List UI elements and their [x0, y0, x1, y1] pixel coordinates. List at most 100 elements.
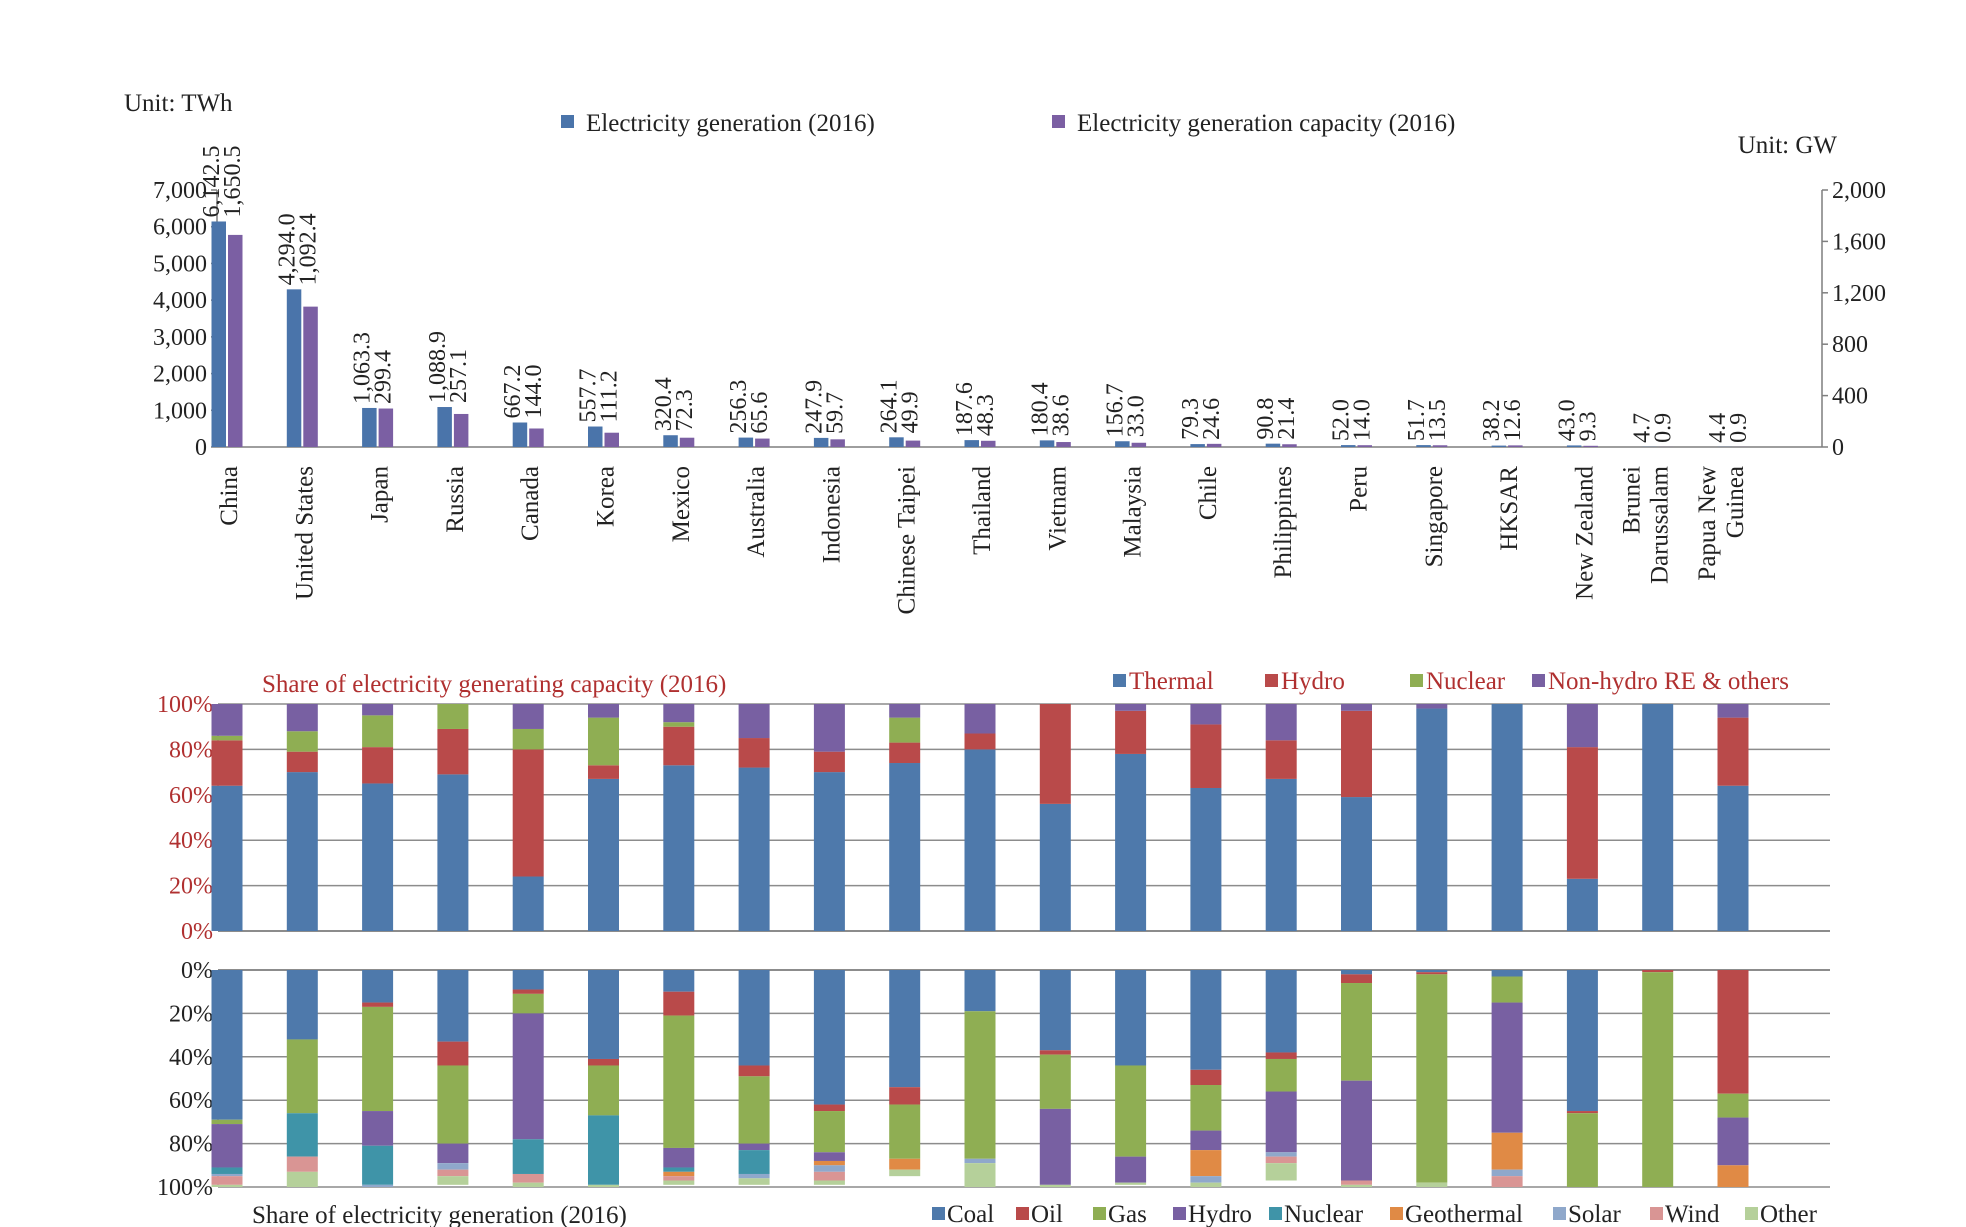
generation-data-label: 43.0 — [1554, 399, 1580, 441]
capacity-bar — [303, 306, 318, 447]
generation-share-segment — [1717, 970, 1749, 1094]
generation-bar — [286, 289, 302, 447]
generation-share-segment — [1416, 970, 1448, 973]
category-label: Canada — [517, 466, 544, 541]
generation-share-segment — [362, 1111, 394, 1146]
category-label: Philippines — [1270, 466, 1297, 579]
bottom-legend-label: Hydro — [1188, 1201, 1252, 1227]
generation-data-label: 557.7 — [576, 369, 602, 423]
generation-bar — [362, 407, 377, 447]
bottom-legend-swatch — [932, 1207, 945, 1220]
capacity-share-segment — [1265, 778, 1297, 931]
generation-share-segment — [1416, 1182, 1448, 1187]
generation-share-segment — [1190, 1085, 1222, 1131]
generation-share-segment — [512, 1139, 544, 1174]
generation-share-segment — [1642, 970, 1674, 973]
left-axis-tick-label: 4,000 — [153, 288, 207, 314]
generation-share-segment — [588, 1184, 619, 1187]
bottom-axis-tick-label: 0% — [181, 958, 213, 984]
generation-share-segment — [1265, 1163, 1297, 1181]
capacity-share-segment — [512, 704, 544, 729]
capacity-data-label: 59.7 — [822, 392, 848, 434]
capacity-bar — [453, 413, 469, 447]
capacity-share-segment — [1717, 717, 1749, 786]
generation-bar — [437, 407, 452, 447]
capacity-share-segment — [512, 749, 544, 877]
generation-share-segment — [1039, 1184, 1071, 1187]
generation-data-label: 6,142.5 — [199, 145, 225, 217]
generation-share-segment — [1341, 974, 1372, 984]
capacity-data-label: 72.3 — [672, 389, 698, 431]
generation-share-segment — [211, 1119, 243, 1125]
generation-share-segment — [889, 1087, 921, 1105]
capacity-share-segment — [663, 765, 695, 931]
mid-legend-label: Nuclear — [1426, 668, 1506, 695]
generation-share-segment — [738, 1143, 770, 1151]
capacity-share-segment — [964, 749, 996, 931]
generation-share-segment — [362, 1002, 394, 1007]
capacity-share-segment — [588, 778, 619, 931]
capacity-share-segment — [211, 785, 243, 931]
generation-share-segment — [286, 1156, 318, 1172]
capacity-share-segment — [437, 728, 469, 775]
capacity-share-segment — [1190, 724, 1222, 788]
capacity-bar — [1583, 445, 1598, 447]
capacity-bar — [529, 428, 544, 447]
generation-data-label: 1,063.3 — [350, 332, 376, 404]
mid-axis-tick-label: 60% — [169, 783, 213, 809]
generation-bar — [889, 437, 904, 447]
capacity-bar — [830, 439, 845, 447]
capacity-data-label: 0.9 — [1726, 413, 1752, 443]
capacity-share-segment — [362, 715, 394, 748]
capacity-share-segment — [588, 765, 619, 779]
capacity-data-label: 65.6 — [747, 392, 773, 434]
generation-share-segment — [1190, 1182, 1222, 1187]
generation-share-segment — [738, 1150, 770, 1174]
generation-bar — [588, 426, 603, 447]
bottom-legend-swatch — [1553, 1207, 1566, 1220]
capacity-share-segment — [889, 742, 921, 764]
generation-share-segment — [1039, 1054, 1071, 1109]
generation-data-label: 90.8 — [1253, 398, 1279, 440]
category-label: Japan — [367, 466, 394, 523]
capacity-share-segment — [1341, 797, 1372, 931]
capacity-bar — [1056, 442, 1071, 447]
capacity-share-segment — [813, 772, 845, 931]
capacity-share-segment — [1717, 785, 1749, 931]
capacity-share-segment — [889, 763, 921, 931]
capacity-data-label: 13.5 — [1425, 399, 1451, 441]
generation-share-segment — [286, 970, 318, 1040]
capacity-share-segment — [889, 717, 921, 743]
category-label: Darussalam — [1647, 465, 1674, 584]
generation-share-segment — [889, 1169, 921, 1177]
mid-axis-tick-label: 40% — [169, 828, 213, 854]
generation-share-segment — [1039, 1050, 1071, 1055]
generation-share-segment — [1115, 1156, 1147, 1183]
category-label: Brunei — [1619, 466, 1646, 534]
generation-share-segment — [813, 1152, 845, 1161]
capacity-bar — [1508, 445, 1523, 447]
capacity-bar — [1432, 445, 1448, 447]
capacity-data-label: 12.6 — [1500, 399, 1526, 441]
capacity-share-segment — [738, 704, 770, 739]
generation-share-segment — [1341, 1180, 1372, 1185]
capacity-bar — [604, 432, 619, 447]
capacity-share-segment — [1566, 704, 1598, 748]
category-label: Singapore — [1421, 466, 1448, 567]
generation-share-segment — [1491, 976, 1523, 1003]
capacity-data-label: 38.6 — [1048, 394, 1074, 436]
mid-legend-label: Non-hydro RE & others — [1548, 668, 1789, 695]
generation-data-label: 156.7 — [1103, 383, 1129, 437]
generation-share-segment — [1341, 970, 1372, 975]
capacity-share-segment — [1566, 747, 1598, 879]
generation-bar — [211, 221, 226, 447]
generation-share-segment — [1265, 1152, 1297, 1157]
generation-data-label: 180.4 — [1027, 382, 1053, 436]
capacity-share-segment — [211, 704, 243, 736]
capacity-data-label: 144.0 — [521, 365, 547, 419]
capacity-share-segment — [663, 726, 695, 766]
generation-share-segment — [663, 1176, 695, 1181]
generation-bar — [1491, 445, 1507, 447]
mid-legend-swatch — [1532, 674, 1545, 687]
generation-bar — [1190, 444, 1205, 447]
